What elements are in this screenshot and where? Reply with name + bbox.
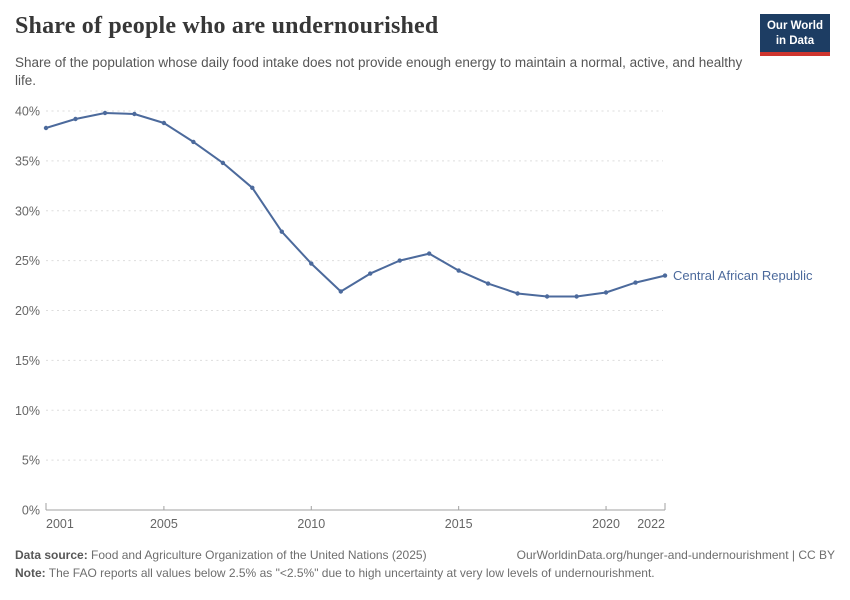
page-title: Share of people who are undernourished (15, 13, 439, 39)
data-point[interactable] (250, 185, 255, 190)
y-tick-label: 5% (22, 454, 40, 468)
y-tick-label: 15% (15, 354, 40, 368)
note-text: The FAO reports all values below 2.5% as… (48, 566, 655, 580)
x-tick-label: 2001 (46, 517, 74, 531)
data-source-line: Data source: Food and Agriculture Organi… (15, 546, 427, 564)
data-source-text: Food and Agriculture Organization of the… (91, 548, 427, 562)
data-point[interactable] (279, 229, 284, 234)
y-tick-label: 25% (15, 254, 40, 268)
data-point[interactable] (191, 139, 196, 145)
data-point[interactable] (485, 281, 491, 286)
chart-footer: Data source: Food and Agriculture Organi… (15, 546, 835, 582)
data-point[interactable] (397, 258, 402, 263)
data-point[interactable] (220, 160, 226, 166)
line-chart: 0% 5% 10% 15% 20% 25% 30% 35% 40% 2001 2005 2010 201… (15, 105, 813, 532)
data-point[interactable] (338, 289, 343, 294)
y-tick-label: 0% (22, 504, 40, 518)
data-point[interactable] (544, 294, 550, 299)
data-point[interactable] (633, 280, 638, 285)
x-tick-label: 2020 (592, 517, 620, 531)
data-point[interactable] (368, 271, 373, 276)
trend-line (45, 112, 666, 298)
data-point[interactable] (132, 111, 137, 117)
data-point[interactable] (161, 120, 167, 126)
y-tick-label: 35% (15, 154, 40, 168)
y-tick-label: 10% (15, 404, 40, 418)
y-tick-label: 40% (15, 105, 40, 119)
series-end-label[interactable]: Central African Republic (673, 268, 813, 283)
y-tick-label: 20% (15, 304, 40, 318)
note-label: Note: (15, 566, 46, 580)
owid-logo-line1: Our World (766, 20, 823, 32)
y-tick-label: 30% (15, 204, 40, 218)
x-tick-label: 2010 (297, 517, 325, 531)
data-point[interactable] (102, 110, 108, 116)
footer-link[interactable]: OurWorldinData.org/hunger-and-undernouri… (516, 548, 835, 562)
data-point[interactable] (662, 273, 668, 278)
data-point[interactable] (515, 291, 520, 296)
data-point[interactable] (574, 294, 579, 299)
data-point[interactable] (309, 261, 314, 266)
data-point[interactable] (427, 251, 432, 256)
chart-subtitle: Share of the population whose daily food… (15, 55, 743, 89)
data-point[interactable] (456, 268, 461, 273)
data-point[interactable] (43, 125, 49, 131)
owid-logo-line2: in Data (775, 34, 815, 47)
x-tick-label: 2015 (445, 517, 473, 531)
chart-header: Share of people who are undernourished S… (0, 0, 850, 95)
x-tick-label: 2022 (637, 517, 665, 531)
x-tick-label: 2005 (150, 517, 178, 531)
data-point[interactable] (603, 290, 609, 295)
data-point[interactable] (73, 116, 78, 122)
data-source-label: Data source: (15, 548, 88, 562)
owid-logo[interactable]: Our World in Data (759, 14, 830, 56)
